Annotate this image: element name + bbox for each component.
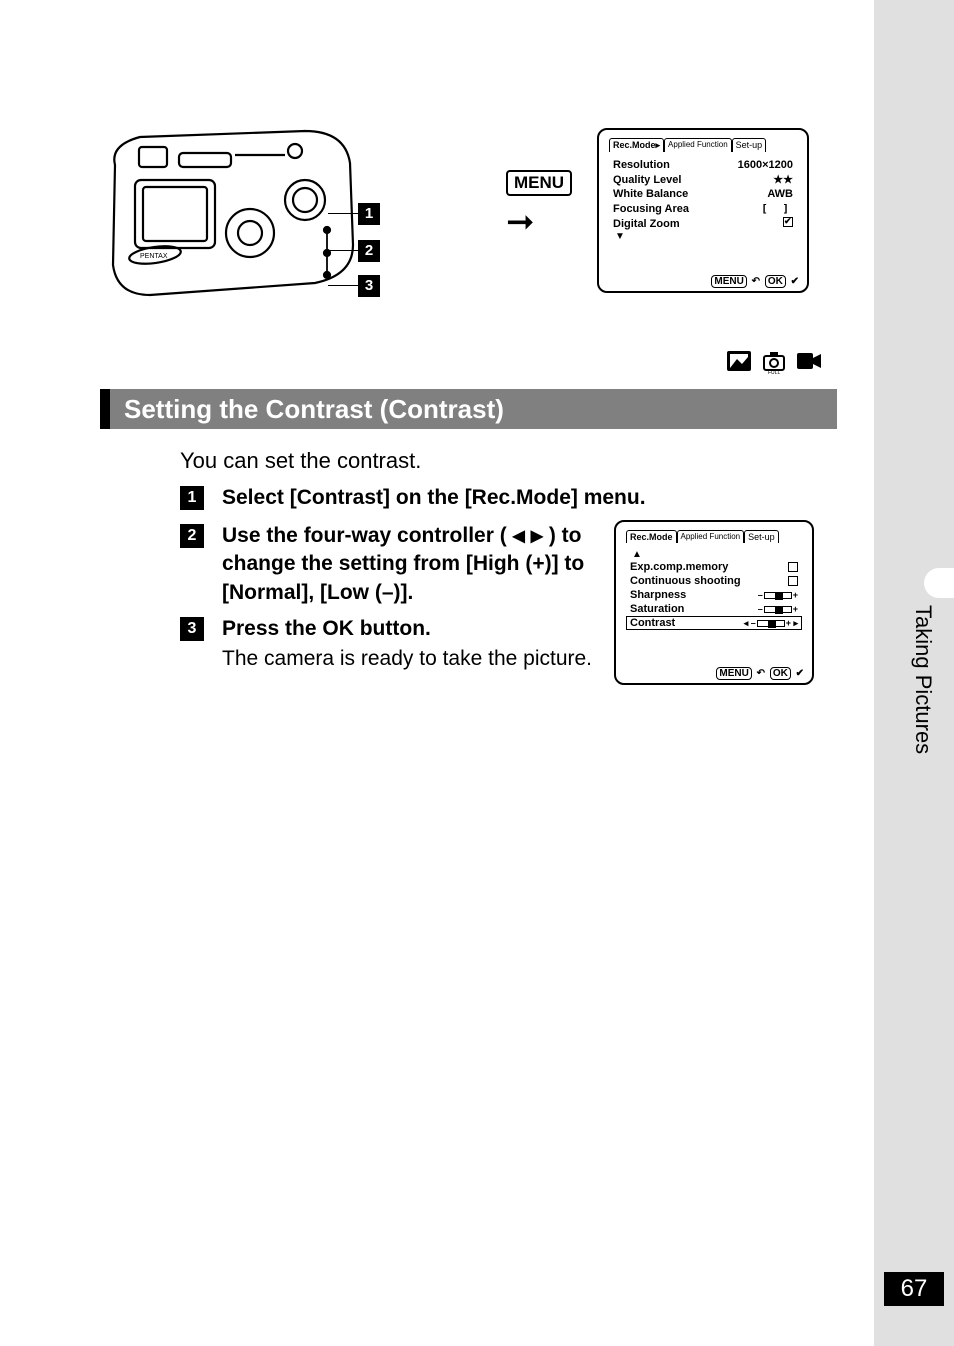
lcd-label: Sharpness: [630, 589, 686, 601]
lcd-row-sharp: Sharpness –+: [626, 588, 802, 602]
left-triangle-icon: ◀: [513, 528, 525, 545]
callout-1: 1: [358, 203, 380, 225]
movie-mode-icon: [796, 350, 822, 372]
side-chapter-label: Taking Pictures: [910, 605, 936, 754]
mode-icons-row: FULL: [726, 350, 822, 374]
icon-sublabel: FULL: [768, 370, 780, 374]
scroll-up-icon: ▲: [632, 549, 802, 560]
lcd-label: Continuous shooting: [630, 575, 741, 587]
tab-label: Rec.Mode: [613, 140, 656, 150]
checkbox-icon: [788, 562, 798, 572]
step-title: Use the four-way controller ( ◀ ▶ ) to c…: [222, 522, 602, 607]
side-tab-marker: [924, 568, 954, 598]
lcd-label: Exp.comp.memory: [630, 561, 728, 573]
menu-pill: MENU: [716, 667, 751, 680]
lcd-row-quality: Quality Level ★★: [609, 172, 797, 187]
callout-line: [328, 285, 358, 286]
slider-icon: ◂ –+ ▸: [744, 618, 798, 629]
lcd-row-zoom: Digital Zoom: [609, 216, 797, 231]
lcd-value: ★★: [773, 173, 793, 186]
tab-recmode: Rec.Mode: [626, 530, 677, 543]
step-title: Select [Contrast] on the [Rec.Mode] menu…: [222, 484, 646, 512]
scroll-down-icon: ▼: [615, 231, 797, 242]
lcd-label: Resolution: [613, 159, 670, 171]
lcd-label: Digital Zoom: [613, 218, 680, 230]
checkbox-icon: [783, 217, 793, 230]
right-triangle-icon: ▶: [531, 528, 543, 545]
lcd-row-sat: Saturation –+: [626, 602, 802, 616]
lcd-value: AWB: [767, 188, 793, 200]
callout-line: [328, 250, 358, 251]
lcd-row-exp: Exp.comp.memory: [626, 560, 802, 574]
lcd-row-focus: Focusing Area [ ]: [609, 201, 797, 216]
step-text: Use the four-way controller (: [222, 524, 513, 547]
check-icon: ✔: [791, 276, 799, 287]
step-number: 3: [180, 617, 204, 641]
step-number: 1: [180, 486, 204, 510]
menu-button-label: MENU: [506, 170, 572, 196]
step-3: 3 Press the OK button. The camera is rea…: [180, 615, 592, 674]
ok-pill: OK: [765, 275, 786, 288]
lcd-screen-recmode: Rec.Mode▸ Applied Function Set-up Resolu…: [597, 128, 809, 293]
lcd-footer: MENU ↶ OK ✔: [714, 668, 804, 679]
section-heading: Setting the Contrast (Contrast): [100, 389, 837, 429]
lcd-tabs: Rec.Mode▸ Applied Function Set-up: [609, 138, 797, 152]
lcd-label: Contrast: [630, 617, 675, 629]
step-title: Press the OK button.: [222, 615, 592, 643]
lcd-tabs: Rec.Mode Applied Function Set-up: [626, 530, 802, 543]
menu-pill: MENU: [711, 275, 746, 288]
svg-text:PENTAX: PENTAX: [140, 253, 168, 260]
tab-recmode: Rec.Mode▸: [609, 138, 664, 152]
lcd-value: [ ]: [761, 202, 793, 215]
tab-setup: Set-up: [732, 138, 767, 152]
callout-3: 3: [358, 275, 380, 297]
lcd-row-cont: Continuous shooting: [626, 574, 802, 588]
back-icon: ↶: [757, 668, 765, 679]
page-number: 67: [884, 1272, 944, 1306]
picture-mode-icon: [726, 350, 752, 372]
checkbox-icon: [788, 576, 798, 586]
step-desc: The camera is ready to take the picture.: [222, 645, 592, 673]
lcd-label: White Balance: [613, 188, 688, 200]
check-icon: ✔: [796, 668, 804, 679]
lcd-label: Saturation: [630, 603, 684, 615]
tab-applied: Applied Function: [677, 530, 745, 543]
callout-2: 2: [358, 240, 380, 262]
slider-icon: –+: [758, 590, 798, 600]
callout-line: [328, 213, 358, 214]
lcd-footer: MENU ↶ OK ✔: [709, 276, 799, 287]
camera-full-icon: FULL: [762, 350, 786, 374]
slider-icon: –+: [758, 604, 798, 614]
ok-pill: OK: [770, 667, 791, 680]
intro-text: You can set the contrast.: [180, 448, 421, 474]
arrow-right-icon: ➞: [506, 205, 535, 239]
lcd-row-wb: White Balance AWB: [609, 187, 797, 201]
back-icon: ↶: [752, 276, 760, 287]
tab-applied: Applied Function: [664, 138, 732, 152]
tab-setup: Set-up: [744, 530, 779, 543]
lcd-label: Focusing Area: [613, 203, 689, 215]
camera-illustration: PENTAX: [95, 125, 380, 310]
lcd-screen-contrast: Rec.Mode Applied Function Set-up ▲ Exp.c…: [614, 520, 814, 685]
lcd-row-contrast-selected: Contrast ◂ –+ ▸: [626, 616, 802, 630]
lcd-row-resolution: Resolution 1600×1200: [609, 158, 797, 172]
step-1: 1 Select [Contrast] on the [Rec.Mode] me…: [180, 484, 646, 512]
lcd-value: 1600×1200: [738, 159, 793, 171]
step-number: 2: [180, 524, 204, 548]
lcd-label: Quality Level: [613, 174, 681, 186]
step-2: 2 Use the four-way controller ( ◀ ▶ ) to…: [180, 522, 602, 607]
